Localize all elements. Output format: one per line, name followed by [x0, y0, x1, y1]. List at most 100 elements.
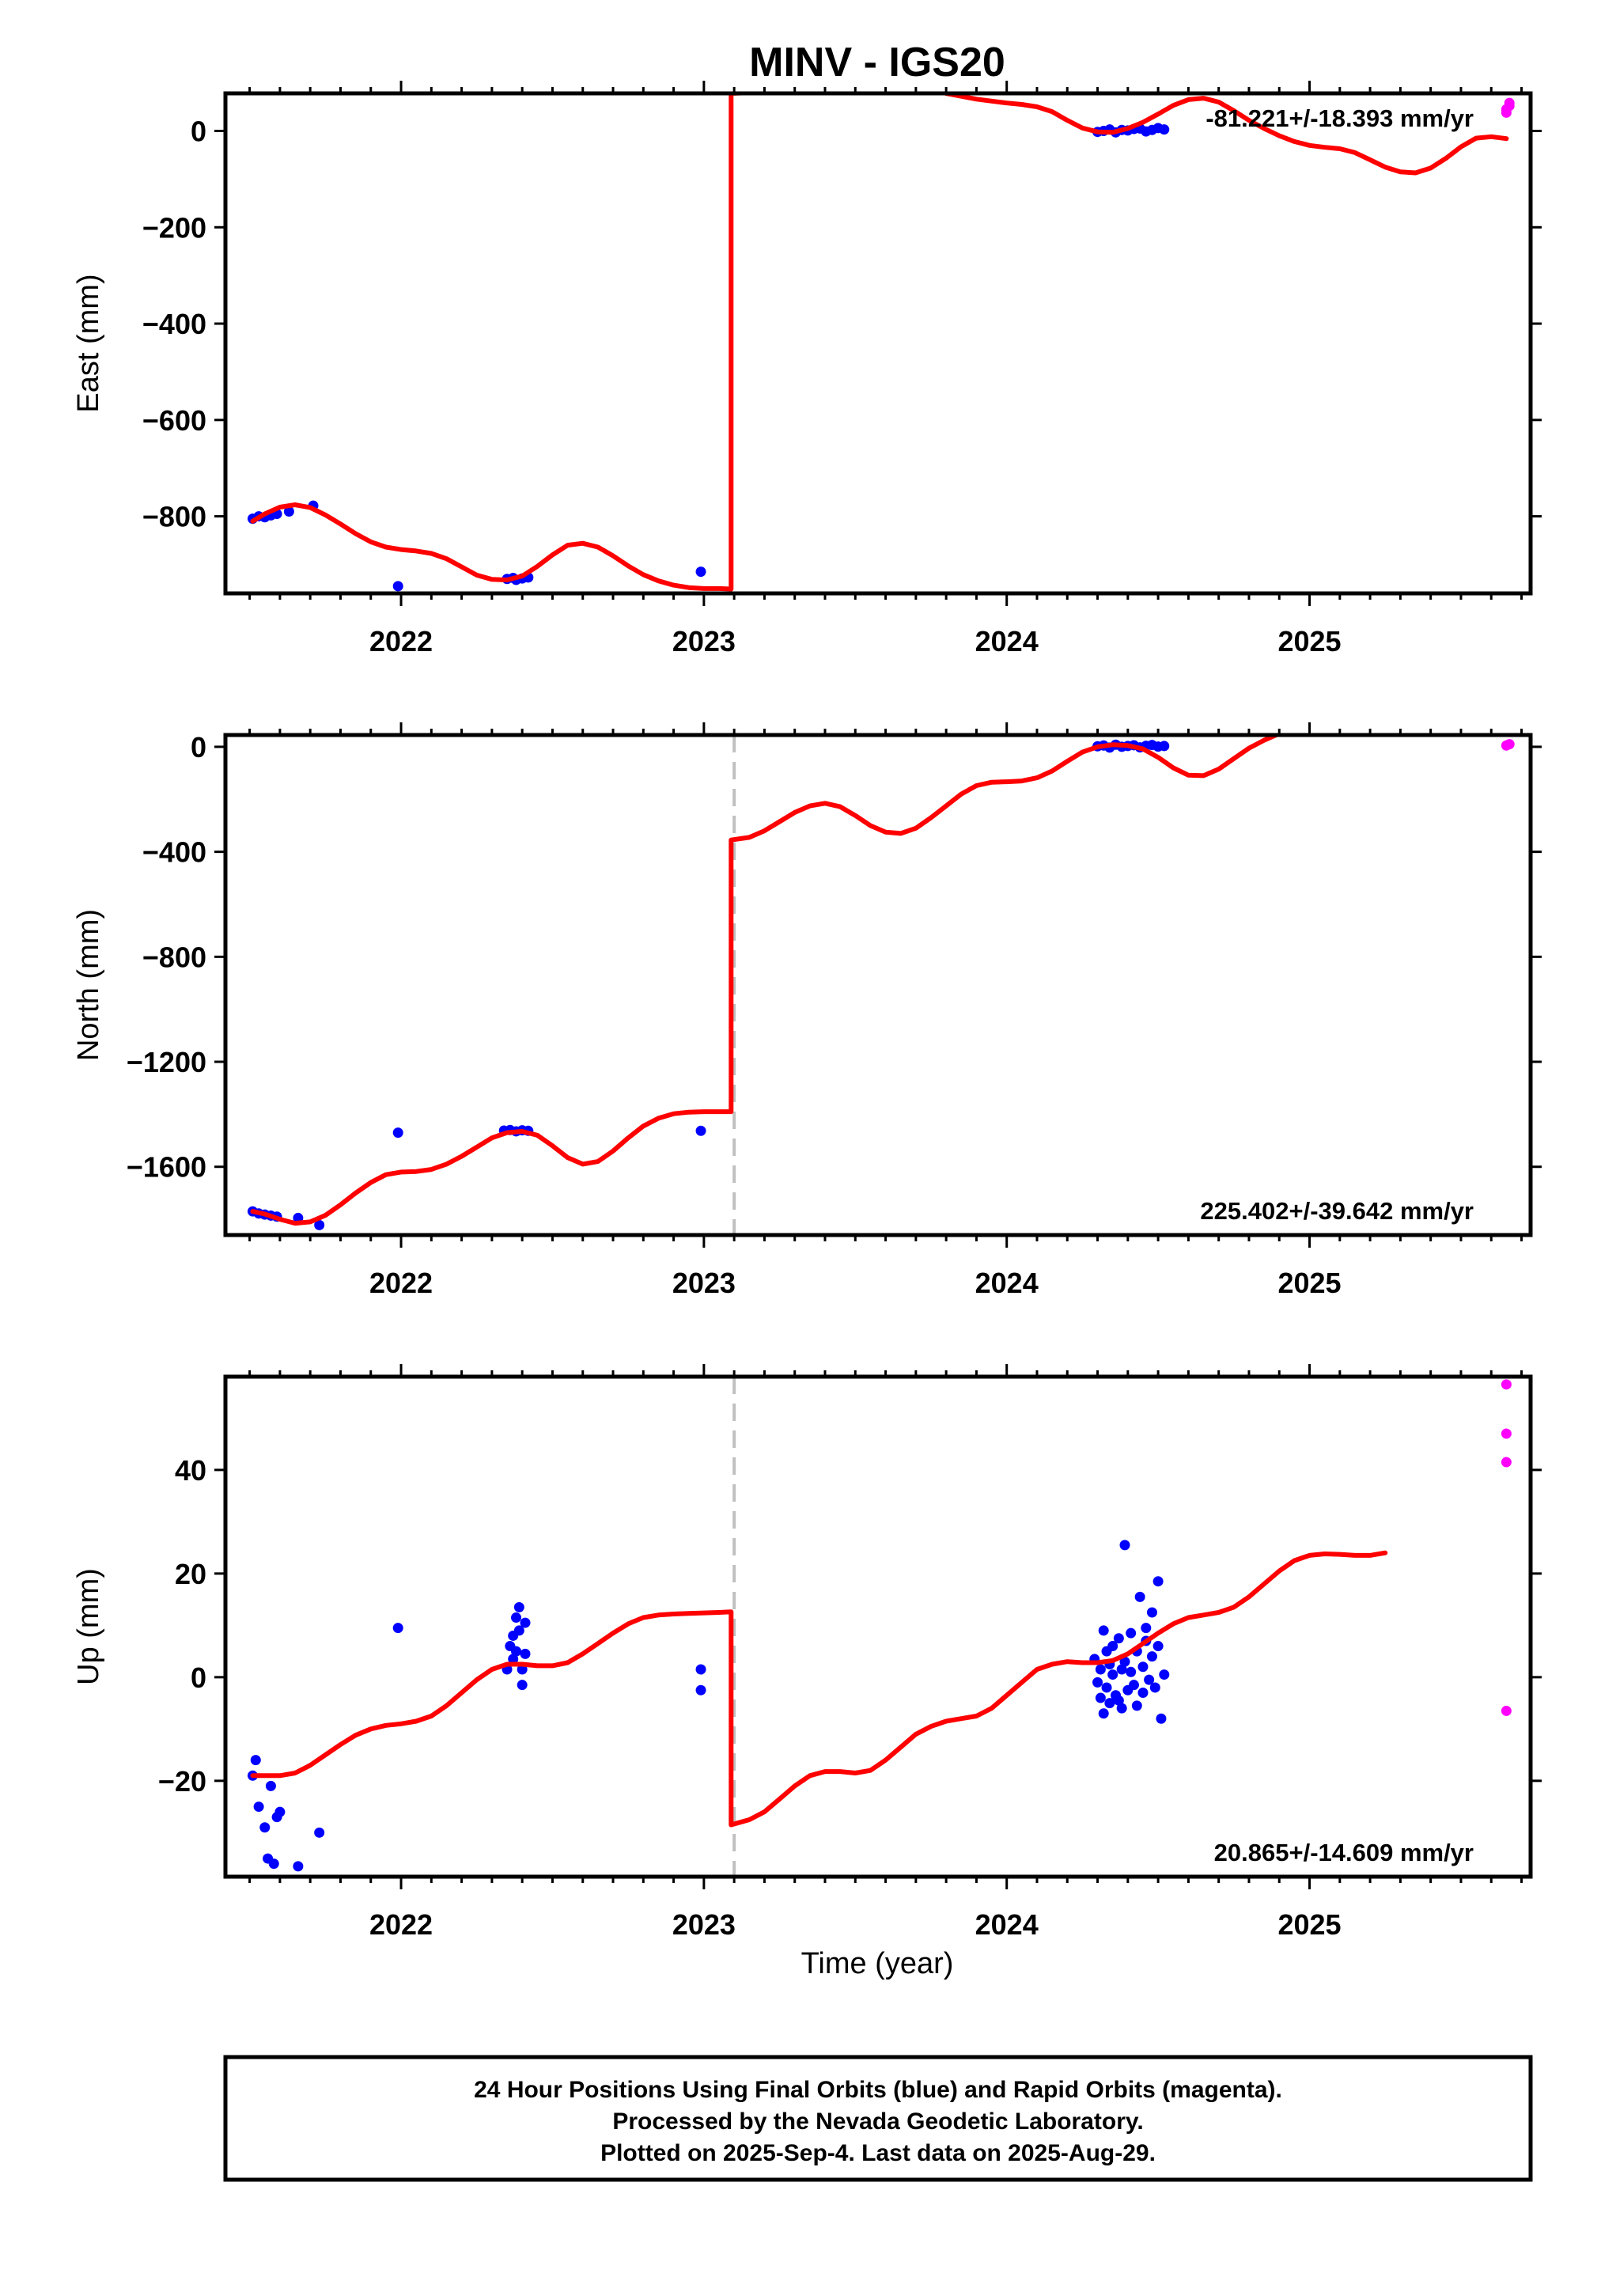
- final-orbit-point: [1107, 1641, 1118, 1652]
- plot-frame: [223, 1374, 1533, 1879]
- final-orbit-point: [250, 1755, 261, 1766]
- x-tick-label: 2024: [975, 1908, 1039, 1941]
- final-orbit-point: [253, 1802, 264, 1813]
- final-orbit-point: [274, 1806, 286, 1817]
- final-orbit-point: [1119, 1656, 1130, 1667]
- final-orbit-point: [517, 1680, 528, 1691]
- final-orbit-point: [1137, 1688, 1149, 1699]
- model-curve: [250, 1550, 1388, 1828]
- final-orbit-point: [1141, 1623, 1152, 1634]
- final-orbit-point: [508, 1654, 519, 1665]
- caption-line-3: Plotted on 2025-Sep-4. Last data on 2025…: [600, 2140, 1156, 2166]
- x-tick-label: 2022: [369, 1267, 433, 1299]
- final-orbit-point: [392, 581, 403, 592]
- final-orbit-point: [1092, 1677, 1103, 1688]
- final-orbit-point: [520, 1617, 531, 1628]
- final-orbit-point: [1146, 1607, 1157, 1618]
- y-tick-label: −200: [142, 211, 206, 244]
- plot-frame: [223, 733, 1533, 1237]
- plot-area: [247, 93, 1515, 592]
- y-tick-label: 0: [191, 115, 206, 147]
- final-orbit-point: [265, 1780, 276, 1791]
- final-orbit-point: [1146, 1651, 1157, 1662]
- final-orbit-point: [1159, 1669, 1170, 1680]
- x-tick-label: 2023: [672, 1267, 736, 1299]
- final-orbit-point: [283, 506, 294, 517]
- final-orbit-point: [513, 1601, 524, 1612]
- x-tick-label: 2023: [672, 625, 736, 657]
- x-tick-label: 2025: [1277, 1267, 1341, 1299]
- y-axis-label: East (mm): [72, 274, 105, 412]
- final-orbit-point: [1152, 1576, 1164, 1587]
- final-orbit-point: [1126, 1627, 1137, 1639]
- x-tick-label: 2025: [1277, 625, 1341, 657]
- final-orbit-point: [695, 1684, 706, 1695]
- final-orbit-point: [695, 1664, 706, 1675]
- final-orbit-point: [1156, 1713, 1167, 1724]
- final-orbit-point: [1116, 1703, 1127, 1714]
- final-orbit-point: [1137, 1661, 1149, 1673]
- rapid-orbit-point: [1501, 1428, 1512, 1439]
- final-orbit-point: [314, 1219, 325, 1230]
- x-tick-label: 2025: [1277, 1908, 1341, 1941]
- final-orbit-point: [392, 1623, 403, 1634]
- rapid-orbit-point: [1504, 97, 1515, 108]
- final-orbit-point: [392, 1127, 403, 1139]
- y-tick-label: 20: [175, 1558, 206, 1590]
- y-tick-label: −20: [158, 1765, 206, 1798]
- model-curve: [250, 735, 1281, 1226]
- final-orbit-point: [1095, 1692, 1106, 1703]
- y-tick-label: 40: [175, 1454, 206, 1487]
- plot-area: [247, 1377, 1512, 1877]
- final-orbit-point: [695, 566, 706, 578]
- y-tick-label: 0: [191, 1661, 206, 1694]
- final-orbit-point: [1104, 1698, 1115, 1709]
- final-orbit-point: [511, 1646, 522, 1657]
- final-orbit-point: [293, 1861, 304, 1872]
- x-axis-label: Time (year): [801, 1947, 954, 1980]
- chart-title: MINV - IGS20: [749, 40, 1005, 85]
- velocity-label: 225.402+/-39.642 mm/yr: [1200, 1197, 1474, 1225]
- final-orbit-point: [1101, 1682, 1112, 1693]
- final-orbit-point: [1144, 1674, 1155, 1685]
- caption-line-2: Processed by the Nevada Geodetic Laborat…: [612, 2108, 1143, 2135]
- x-tick-label: 2024: [975, 1267, 1039, 1299]
- x-tick-label: 2022: [369, 1908, 433, 1941]
- velocity-label: 20.865+/-14.609 mm/yr: [1214, 1839, 1474, 1866]
- y-tick-label: −1200: [127, 1046, 206, 1078]
- final-orbit-point: [1152, 1641, 1164, 1652]
- final-orbit-point: [259, 1822, 271, 1833]
- caption-line-1: 24 Hour Positions Using Final Orbits (bl…: [474, 2077, 1282, 2103]
- y-tick-label: 0: [191, 731, 206, 763]
- plot-area: [247, 735, 1515, 1235]
- plot-frame: [223, 91, 1533, 596]
- final-orbit-point: [1159, 124, 1170, 135]
- x-tick-label: 2024: [975, 625, 1039, 657]
- final-orbit-point: [1113, 1633, 1124, 1644]
- y-tick-label: −800: [142, 501, 206, 533]
- final-orbit-point: [314, 1827, 325, 1838]
- final-orbit-point: [1095, 1664, 1106, 1675]
- final-orbit-point: [268, 1858, 279, 1870]
- final-orbit-point: [1098, 1708, 1109, 1719]
- y-tick-label: −600: [142, 404, 206, 437]
- model-curve: [250, 93, 1509, 592]
- final-orbit-point: [1159, 741, 1170, 752]
- rapid-orbit-point: [1501, 1705, 1512, 1716]
- final-orbit-point: [1116, 1664, 1127, 1675]
- y-tick-label: −400: [142, 836, 206, 869]
- final-orbit-point: [1107, 1669, 1118, 1680]
- rapid-orbit-point: [1501, 1379, 1512, 1390]
- y-tick-label: −800: [142, 941, 206, 973]
- final-orbit-point: [513, 1625, 524, 1636]
- caption-box: [223, 2055, 1533, 2182]
- final-orbit-point: [1113, 1695, 1124, 1706]
- final-orbit-point: [511, 1612, 522, 1623]
- final-orbit-point: [1128, 1680, 1139, 1691]
- y-tick-label: −400: [142, 308, 206, 340]
- final-orbit-point: [1131, 1700, 1142, 1711]
- final-orbit-point: [695, 1125, 706, 1136]
- final-orbit-point: [1126, 1666, 1137, 1677]
- y-tick-label: −1600: [127, 1151, 206, 1184]
